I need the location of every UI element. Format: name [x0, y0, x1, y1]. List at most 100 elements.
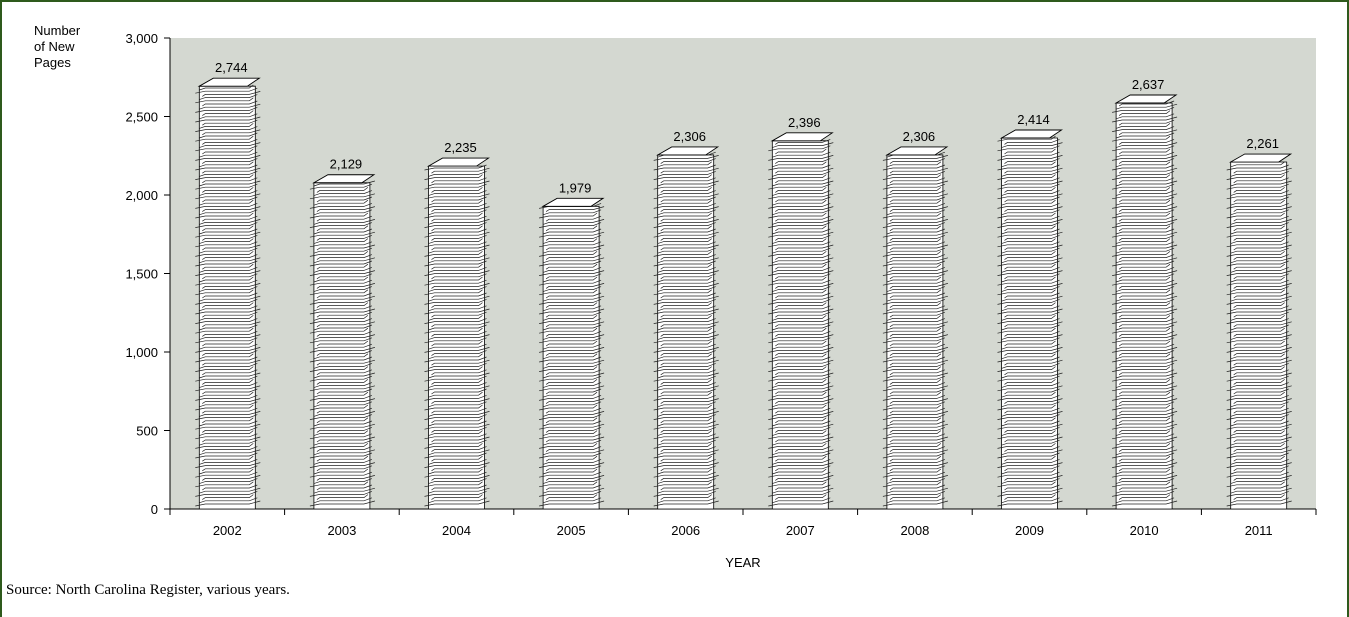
page-sheet	[653, 174, 712, 180]
page-sheet	[1233, 273, 1289, 280]
page-sheet	[1004, 311, 1060, 318]
page-sheet	[997, 308, 1063, 315]
page-sheet	[1118, 263, 1171, 270]
page-sheet	[199, 324, 258, 331]
page-sheet	[195, 452, 258, 459]
page-sheet	[309, 443, 369, 449]
page-sheet	[1226, 433, 1289, 440]
page-sheet	[424, 366, 483, 372]
page-sheet	[1004, 455, 1056, 462]
page-sheet	[309, 308, 375, 315]
page-sheet	[653, 155, 719, 161]
page-sheet	[428, 372, 490, 379]
page-sheet	[542, 449, 605, 456]
page-sheet	[660, 427, 716, 433]
page-sheet	[428, 199, 483, 206]
page-sheet	[316, 196, 373, 203]
x-tick-label: 2007	[786, 523, 815, 538]
page-sheet	[1004, 244, 1063, 251]
page-sheet	[997, 452, 1060, 459]
page-sheet	[431, 235, 487, 241]
page-sheet	[1001, 353, 1056, 360]
page-sheet	[775, 263, 827, 270]
page-sheet	[199, 151, 258, 158]
page-sheet	[997, 251, 1056, 257]
page-sheet	[1230, 382, 1289, 388]
page-sheet	[889, 359, 948, 366]
page-sheet	[309, 183, 373, 190]
page-sheet	[768, 443, 827, 449]
page-sheet	[428, 219, 490, 225]
page-sheet	[316, 475, 375, 481]
page-sheet	[545, 407, 602, 414]
x-axis-ticks: 2002 2003 2004 2005 2006 2007 2008 2009 2010 2011	[169, 509, 1317, 538]
page-sheet	[428, 209, 487, 216]
page-sheet	[1226, 279, 1289, 286]
page-sheet	[882, 491, 946, 497]
page-sheet	[889, 177, 946, 184]
page-sheet	[889, 398, 948, 404]
page-sheet	[424, 270, 490, 276]
page-sheet	[997, 318, 1060, 324]
page-sheet	[657, 363, 716, 369]
page-sheet	[309, 356, 373, 363]
page-sheet	[772, 267, 831, 273]
page-sheet	[431, 379, 483, 385]
page-sheet	[539, 347, 605, 353]
page-sheet	[1230, 209, 1289, 216]
page-sheet	[1115, 334, 1178, 340]
page-sheet	[199, 391, 254, 398]
page-sheet	[1230, 401, 1289, 408]
page-sheet	[772, 257, 834, 264]
bar-2007	[768, 132, 834, 510]
page-sheet	[1118, 388, 1175, 395]
page-sheet	[195, 462, 261, 468]
page-sheet	[428, 449, 490, 456]
page-sheet	[886, 161, 942, 168]
page-sheet	[195, 270, 261, 276]
page-sheet	[313, 372, 375, 379]
page-sheet	[428, 228, 487, 235]
page-sheet	[202, 417, 254, 424]
page-sheet	[1118, 465, 1175, 472]
page-sheet	[997, 481, 1056, 488]
bar-2005	[539, 197, 605, 510]
page-sheet	[657, 295, 719, 302]
page-sheet	[768, 452, 831, 459]
page-sheet	[1004, 436, 1063, 443]
bar-body	[1115, 102, 1173, 510]
y-tick-label: 2,000	[125, 188, 158, 203]
page-sheet	[202, 311, 258, 318]
page-sheet	[424, 193, 490, 200]
page-sheet	[424, 471, 487, 478]
page-sheet	[195, 183, 258, 190]
page-sheet	[1118, 187, 1171, 193]
page-sheet	[889, 379, 942, 385]
page-sheet	[545, 331, 602, 337]
page-sheet	[775, 196, 831, 203]
page-sheet	[1004, 494, 1056, 500]
page-sheet	[545, 283, 605, 289]
page-sheet	[424, 385, 490, 392]
page-sheet	[1004, 254, 1060, 260]
page-sheet	[316, 465, 373, 472]
page-sheet	[545, 427, 602, 433]
page-sheet	[889, 302, 942, 308]
page-sheet	[1115, 305, 1175, 312]
page-sheet	[199, 487, 261, 494]
bar-2004	[424, 157, 490, 510]
page-sheet	[1115, 430, 1171, 436]
page-sheet	[997, 279, 1060, 286]
page-sheet	[775, 244, 834, 251]
page-sheet	[1115, 209, 1175, 216]
page-sheet	[882, 423, 948, 430]
page-sheet	[997, 193, 1063, 200]
page-sheet	[545, 350, 602, 356]
page-sheet	[997, 500, 1063, 507]
page-sheet	[657, 478, 716, 484]
page-sheet	[653, 279, 716, 286]
page-sheet	[309, 471, 373, 478]
page-sheet	[1115, 180, 1178, 187]
page-sheet	[1112, 241, 1175, 248]
